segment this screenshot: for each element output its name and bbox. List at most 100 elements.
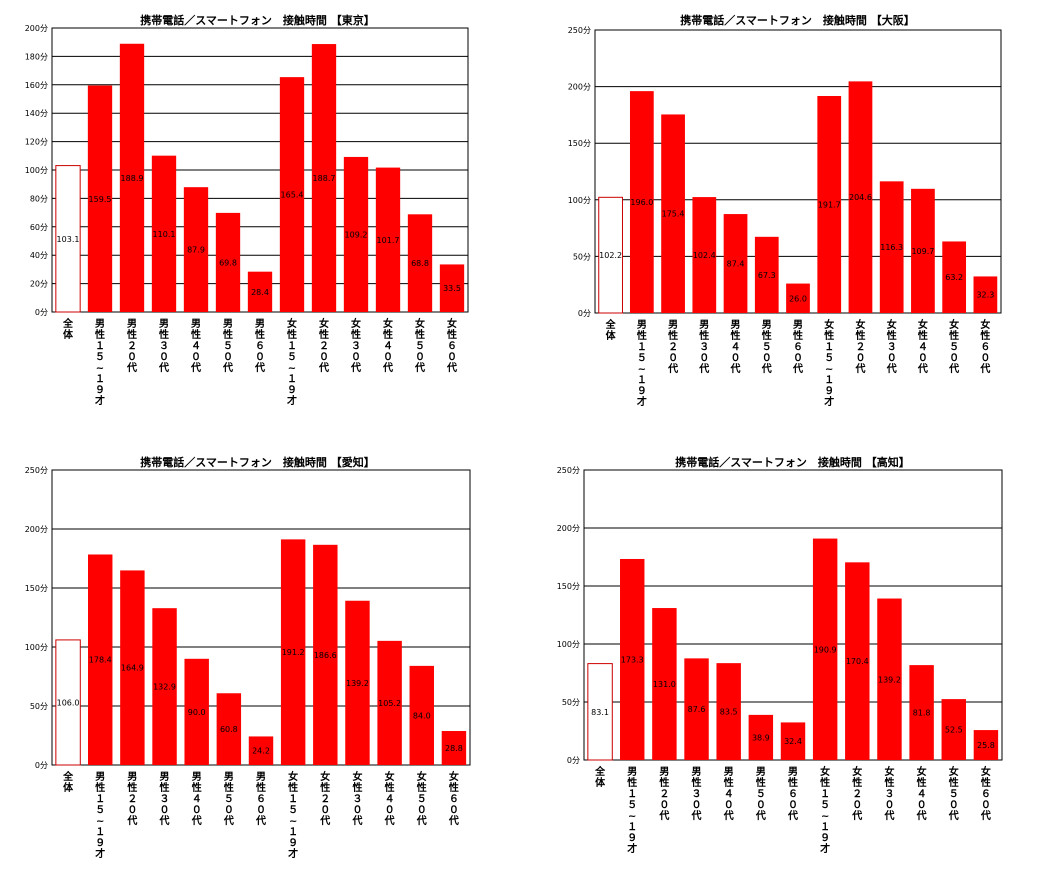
- x-tick-label: 女性５０代: [416, 772, 427, 827]
- data-label: 28.4: [251, 288, 269, 297]
- chart-osaka: 携帯電話／スマートフォン 接触時間 【大阪】 0分 50分 100分 150分 200分…: [527, 0, 1048, 430]
- y-tick-label: 100分: [25, 643, 48, 652]
- bar: [87, 85, 113, 312]
- x-tick-label: 男性６０代: [255, 319, 265, 374]
- y-tick-label: 0分: [35, 761, 48, 770]
- bar: [879, 181, 904, 313]
- data-label: 83.1: [591, 708, 609, 717]
- data-label: 102.4: [693, 251, 716, 260]
- y-tick-label: 0分: [567, 756, 580, 765]
- bar: [941, 699, 966, 760]
- x-tick-label: 女性５０代: [949, 320, 960, 375]
- data-label: 191.7: [818, 200, 841, 209]
- chart-title: 携帯電話／スマートフォン 接触時間 【大阪】: [680, 14, 915, 27]
- data-label: 175.4: [662, 210, 685, 219]
- x-tick-label: 女性２０代: [852, 767, 863, 822]
- x-tick-label: 男性４０代: [191, 772, 202, 827]
- bar: [216, 693, 242, 765]
- bar: [183, 187, 209, 312]
- data-label: 33.5: [443, 284, 461, 293]
- bar: [629, 91, 654, 314]
- x-tick-label: 女性２０代: [855, 320, 866, 375]
- y-tick-label: 200分: [568, 83, 591, 92]
- bar: [652, 608, 677, 760]
- data-label: 52.5: [945, 726, 963, 735]
- chart-plot: 0分 50分 100分 150分 200分 250分 106.0 178.4 164.9 132.…: [25, 466, 471, 770]
- bar: [973, 276, 998, 313]
- bar: [345, 600, 370, 765]
- x-tick-label: 女性５０代: [948, 767, 959, 822]
- data-label: 110.1: [153, 230, 176, 239]
- bar: [88, 554, 113, 765]
- data-label: 131.0: [653, 680, 676, 689]
- data-label: 81.8: [913, 709, 931, 718]
- data-label: 204.6: [849, 193, 872, 202]
- data-label: 196.0: [630, 198, 653, 207]
- x-tick-label: 女性２０代: [320, 772, 331, 827]
- data-label: 63.2: [945, 273, 963, 282]
- x-tick-label: 女性３０代: [886, 320, 897, 375]
- x-tick-label: 全体: [595, 767, 606, 789]
- bar: [877, 598, 902, 760]
- data-label: 173.3: [621, 655, 644, 664]
- x-tick-label: 男性２０代: [127, 319, 137, 374]
- x-tick-label: 男性２０代: [127, 772, 138, 827]
- y-tick-label: 40分: [30, 251, 48, 260]
- bar: [151, 155, 177, 312]
- data-label: 28.8: [445, 744, 463, 753]
- plot-frame: [51, 469, 471, 766]
- bar: [780, 722, 806, 760]
- bar: [909, 665, 934, 760]
- bar: [848, 81, 873, 314]
- bar: [313, 544, 338, 765]
- bar: [439, 264, 465, 312]
- chart-title: 携帯電話／スマートフォン 接触時間 【高知】: [675, 456, 910, 469]
- bar: [215, 212, 241, 312]
- data-label: 170.4: [846, 657, 869, 666]
- bar: [812, 538, 838, 760]
- x-tick-label: 女性４０代: [917, 320, 928, 375]
- data-label: 32.3: [976, 291, 994, 300]
- y-tick-label: 20分: [30, 280, 48, 289]
- data-label: 87.9: [187, 246, 205, 255]
- x-tick-label: 女性１５~１９才: [287, 319, 297, 407]
- data-label: 178.4: [89, 656, 112, 665]
- chart-kochi: 携帯電話／スマートフォン 接触時間 【高知】 0分 50分 100分 150分 200分…: [527, 440, 1048, 869]
- data-label: 83.5: [720, 708, 738, 717]
- data-label: 186.6: [314, 651, 337, 660]
- chart-plot: 0分 50分 100分 150分 200分 250分 102.2 196.0 175.4 102.…: [568, 26, 1002, 318]
- bar: [120, 570, 145, 765]
- x-tick-label: 女性３０代: [884, 767, 895, 822]
- y-tick-label: 200分: [557, 524, 580, 533]
- y-tick-label: 50分: [573, 252, 591, 261]
- data-label: 191.2: [282, 648, 305, 657]
- y-tick-label: 140分: [25, 109, 48, 118]
- y-tick-label: 50分: [30, 702, 48, 711]
- x-tick-label: 男性１５~１９才: [636, 320, 647, 408]
- x-tick-label: 男性６０代: [793, 320, 803, 375]
- y-tick-label: 100分: [568, 196, 591, 205]
- bar: [911, 188, 935, 313]
- x-tick-label: 全体: [605, 320, 616, 342]
- bar: [723, 214, 748, 313]
- y-tick-label: 160分: [25, 81, 48, 90]
- data-label: 165.4: [281, 191, 304, 200]
- data-label: 164.9: [121, 664, 144, 673]
- bar: [973, 730, 999, 760]
- x-tick-label: 全体: [63, 772, 74, 794]
- chart-plot: 0分 50分 100分 150分 200分 250分 83.1 173.3 131.0 87.6 8…: [557, 466, 1003, 765]
- y-tick-label: 250分: [568, 26, 591, 35]
- data-label: 24.2: [252, 747, 270, 756]
- bar: [248, 736, 274, 765]
- x-tick-label: 女性６０代: [447, 319, 457, 374]
- y-tick-label: 120分: [25, 138, 48, 147]
- bar: [786, 283, 810, 313]
- x-tick-label: 男性５０代: [223, 319, 233, 374]
- chart-title: 携帯電話／スマートフォン 接触時間 【愛知】: [140, 456, 375, 469]
- x-tick-label: 女性６０代: [448, 772, 459, 827]
- y-tick-label: 50分: [562, 698, 580, 707]
- data-label: 67.3: [758, 271, 776, 280]
- y-tick-label: 150分: [557, 582, 580, 591]
- bar-overall: [587, 663, 613, 761]
- x-tick-label: 男性５０代: [755, 767, 766, 822]
